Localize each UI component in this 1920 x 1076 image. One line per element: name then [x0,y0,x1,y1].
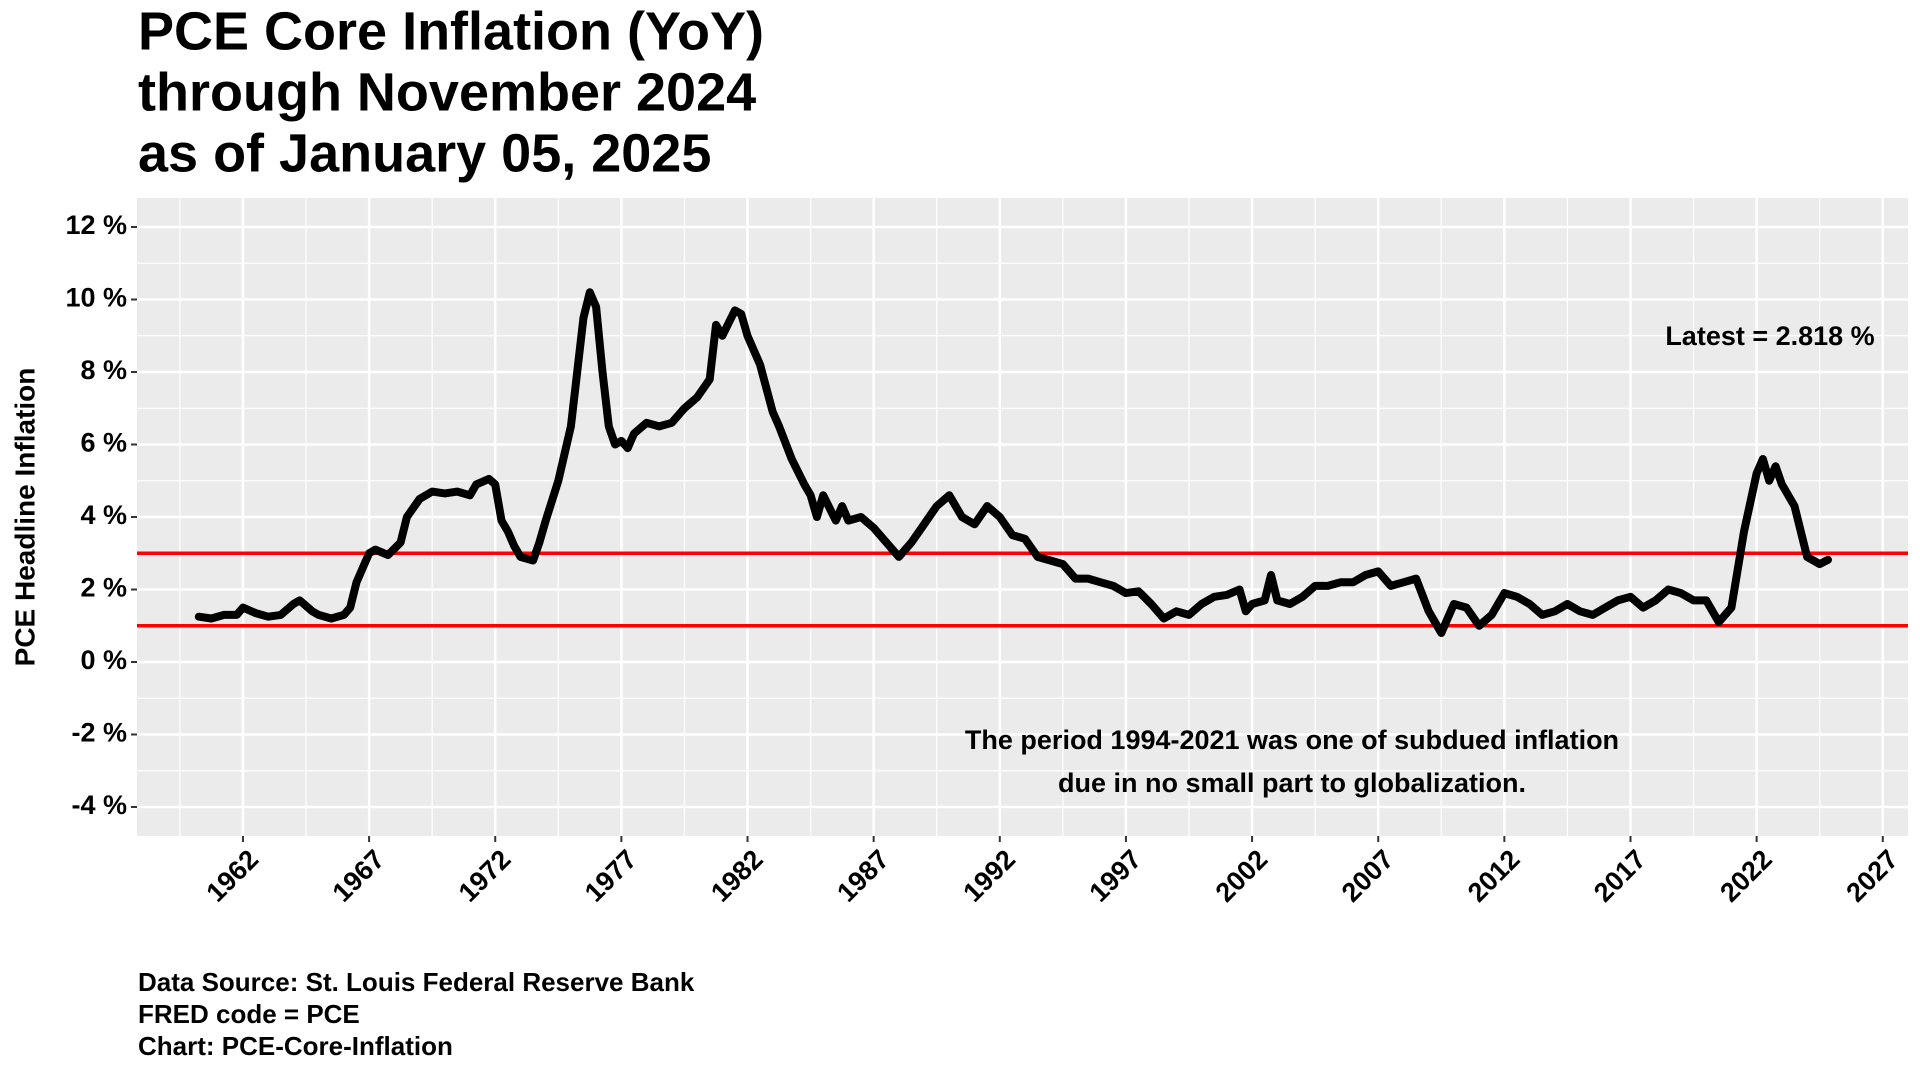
y-tick-label: 2 % [80,573,127,603]
y-tick-label: 12 % [65,210,127,240]
x-tick-label: 1982 [705,844,769,908]
x-tick-label: 2022 [1714,844,1778,908]
annotation: Latest = 2.818 % [1665,321,1874,351]
y-tick-label: 4 % [80,500,127,530]
caption: FRED code = PCE [138,999,360,1029]
x-tick-label: 1962 [201,844,265,908]
y-tick-label: 10 % [65,283,127,313]
note: due in no small part to globalization. [1058,768,1526,798]
chart-title: PCE Core Inflation (YoY) [138,1,764,61]
x-tick-label: 2017 [1588,844,1652,908]
x-tick-label: 1987 [831,844,895,908]
data-line [194,288,1832,637]
x-tick-label: 1997 [1084,844,1148,908]
x-tick-label: 2012 [1462,844,1526,908]
x-tick-label: 1967 [327,844,391,908]
x-tick-label: 1992 [957,844,1021,908]
caption: Data Source: St. Louis Federal Reserve B… [138,967,695,997]
x-tick-label: 1977 [579,844,643,908]
x-tick-label: 1972 [453,844,517,908]
y-tick-label: 8 % [80,355,127,385]
x-tick-label: 2027 [1840,844,1904,908]
y-tick-label: -2 % [71,718,127,748]
caption: Chart: PCE-Core-Inflation [138,1031,453,1061]
y-tick-label: -4 % [71,790,127,820]
x-tick-label: 2007 [1336,844,1400,908]
chart-title: as of January 05, 2025 [138,123,711,183]
y-axis-label: PCE Headline Inflation [9,368,40,667]
note: The period 1994-2021 was one of subdued … [965,725,1619,755]
chart-title: through November 2024 [138,62,756,122]
y-tick-label: 6 % [80,428,127,458]
x-tick-label: 2002 [1210,844,1274,908]
y-tick-label: 0 % [80,645,127,675]
